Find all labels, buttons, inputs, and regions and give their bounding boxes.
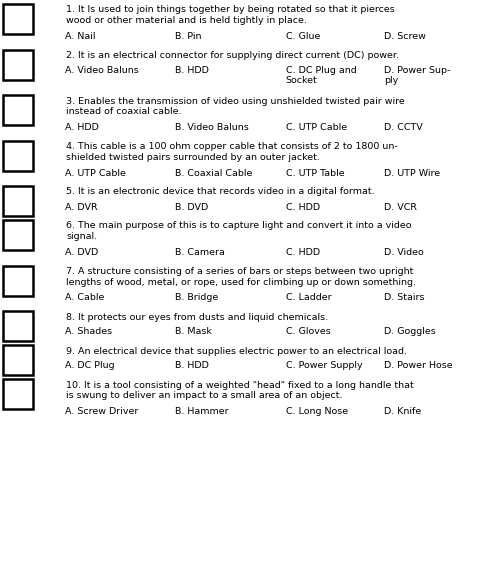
Text: 8. It protects our eyes from dusts and liquid chemicals.: 8. It protects our eyes from dusts and l… [66, 312, 328, 321]
Text: B. Mask: B. Mask [175, 328, 212, 336]
Bar [3, 265, 33, 295]
Text: D. CCTV: D. CCTV [384, 123, 423, 132]
Text: D. Power Hose: D. Power Hose [384, 361, 453, 370]
Bar [3, 4, 33, 34]
Text: A. Shades: A. Shades [65, 328, 112, 336]
Text: C. DC Plug and
Socket: C. DC Plug and Socket [286, 66, 356, 85]
Text: B. HDD: B. HDD [175, 361, 209, 370]
Text: C. HDD: C. HDD [286, 248, 320, 257]
Bar [3, 311, 33, 341]
Text: 9. An electrical device that supplies electric power to an electrical load.: 9. An electrical device that supplies el… [66, 346, 407, 356]
Text: 5. It is an electronic device that records video in a digital format.: 5. It is an electronic device that recor… [66, 187, 375, 197]
Text: B. Video Baluns: B. Video Baluns [175, 123, 249, 132]
Text: A. Screw Driver: A. Screw Driver [65, 407, 138, 416]
Text: C. HDD: C. HDD [286, 203, 320, 211]
Text: C. Long Nose: C. Long Nose [286, 407, 348, 416]
Text: C. Power Supply: C. Power Supply [286, 361, 362, 370]
Text: B. Hammer: B. Hammer [175, 407, 229, 416]
Text: A. Nail: A. Nail [65, 32, 96, 41]
Text: A. HDD: A. HDD [65, 123, 99, 132]
Text: 7. A structure consisting of a series of bars or steps between two upright
lengt: 7. A structure consisting of a series of… [66, 267, 416, 287]
Bar [3, 186, 33, 216]
Text: 6. The main purpose of this is to capture light and convert it into a video
sign: 6. The main purpose of this is to captur… [66, 222, 412, 241]
Text: A. UTP Cable: A. UTP Cable [65, 169, 126, 177]
Text: D. UTP Wire: D. UTP Wire [384, 169, 440, 177]
Text: B. HDD: B. HDD [175, 66, 209, 75]
Text: D. Power Sup-
ply: D. Power Sup- ply [384, 66, 450, 85]
Text: C. Ladder: C. Ladder [286, 294, 331, 303]
Text: D. Stairs: D. Stairs [384, 294, 424, 303]
Text: B. DVD: B. DVD [175, 203, 208, 211]
Bar [3, 345, 33, 375]
Text: B. Camera: B. Camera [175, 248, 225, 257]
Text: D. Goggles: D. Goggles [384, 328, 436, 336]
Text: C. Gloves: C. Gloves [286, 328, 330, 336]
Text: 3. Enables the transmission of video using unshielded twisted pair wire
instead : 3. Enables the transmission of video usi… [66, 97, 405, 116]
Text: D. Video: D. Video [384, 248, 424, 257]
Text: D. Knife: D. Knife [384, 407, 421, 416]
Text: A. DVD: A. DVD [65, 248, 98, 257]
Bar [3, 49, 33, 80]
Text: 1. It Is used to join things together by being rotated so that it pierces
wood o: 1. It Is used to join things together by… [66, 6, 395, 25]
Text: C. UTP Cable: C. UTP Cable [286, 123, 347, 132]
Text: D. Screw: D. Screw [384, 32, 426, 41]
Text: B. Pin: B. Pin [175, 32, 202, 41]
Bar [3, 379, 33, 409]
Text: 2. It is an electrical connector for supplying direct current (DC) power.: 2. It is an electrical connector for sup… [66, 51, 399, 60]
Text: 10. It is a tool consisting of a weighted "head" fixed to a long handle that
is : 10. It is a tool consisting of a weighte… [66, 381, 414, 400]
Text: A. DVR: A. DVR [65, 203, 97, 211]
Text: B. Bridge: B. Bridge [175, 294, 218, 303]
Text: A. Video Baluns: A. Video Baluns [65, 66, 139, 75]
Bar [3, 220, 33, 250]
Bar [3, 95, 33, 125]
Text: B. Coaxial Cable: B. Coaxial Cable [175, 169, 252, 177]
Text: A. DC Plug: A. DC Plug [65, 361, 114, 370]
Text: A. Cable: A. Cable [65, 294, 104, 303]
Text: C. Glue: C. Glue [286, 32, 320, 41]
Text: 4. This cable is a 100 ohm copper cable that consists of 2 to 1800 un-
shielded : 4. This cable is a 100 ohm copper cable … [66, 142, 398, 162]
Text: C. UTP Table: C. UTP Table [286, 169, 344, 177]
Text: D. VCR: D. VCR [384, 203, 417, 211]
Bar [3, 140, 33, 170]
